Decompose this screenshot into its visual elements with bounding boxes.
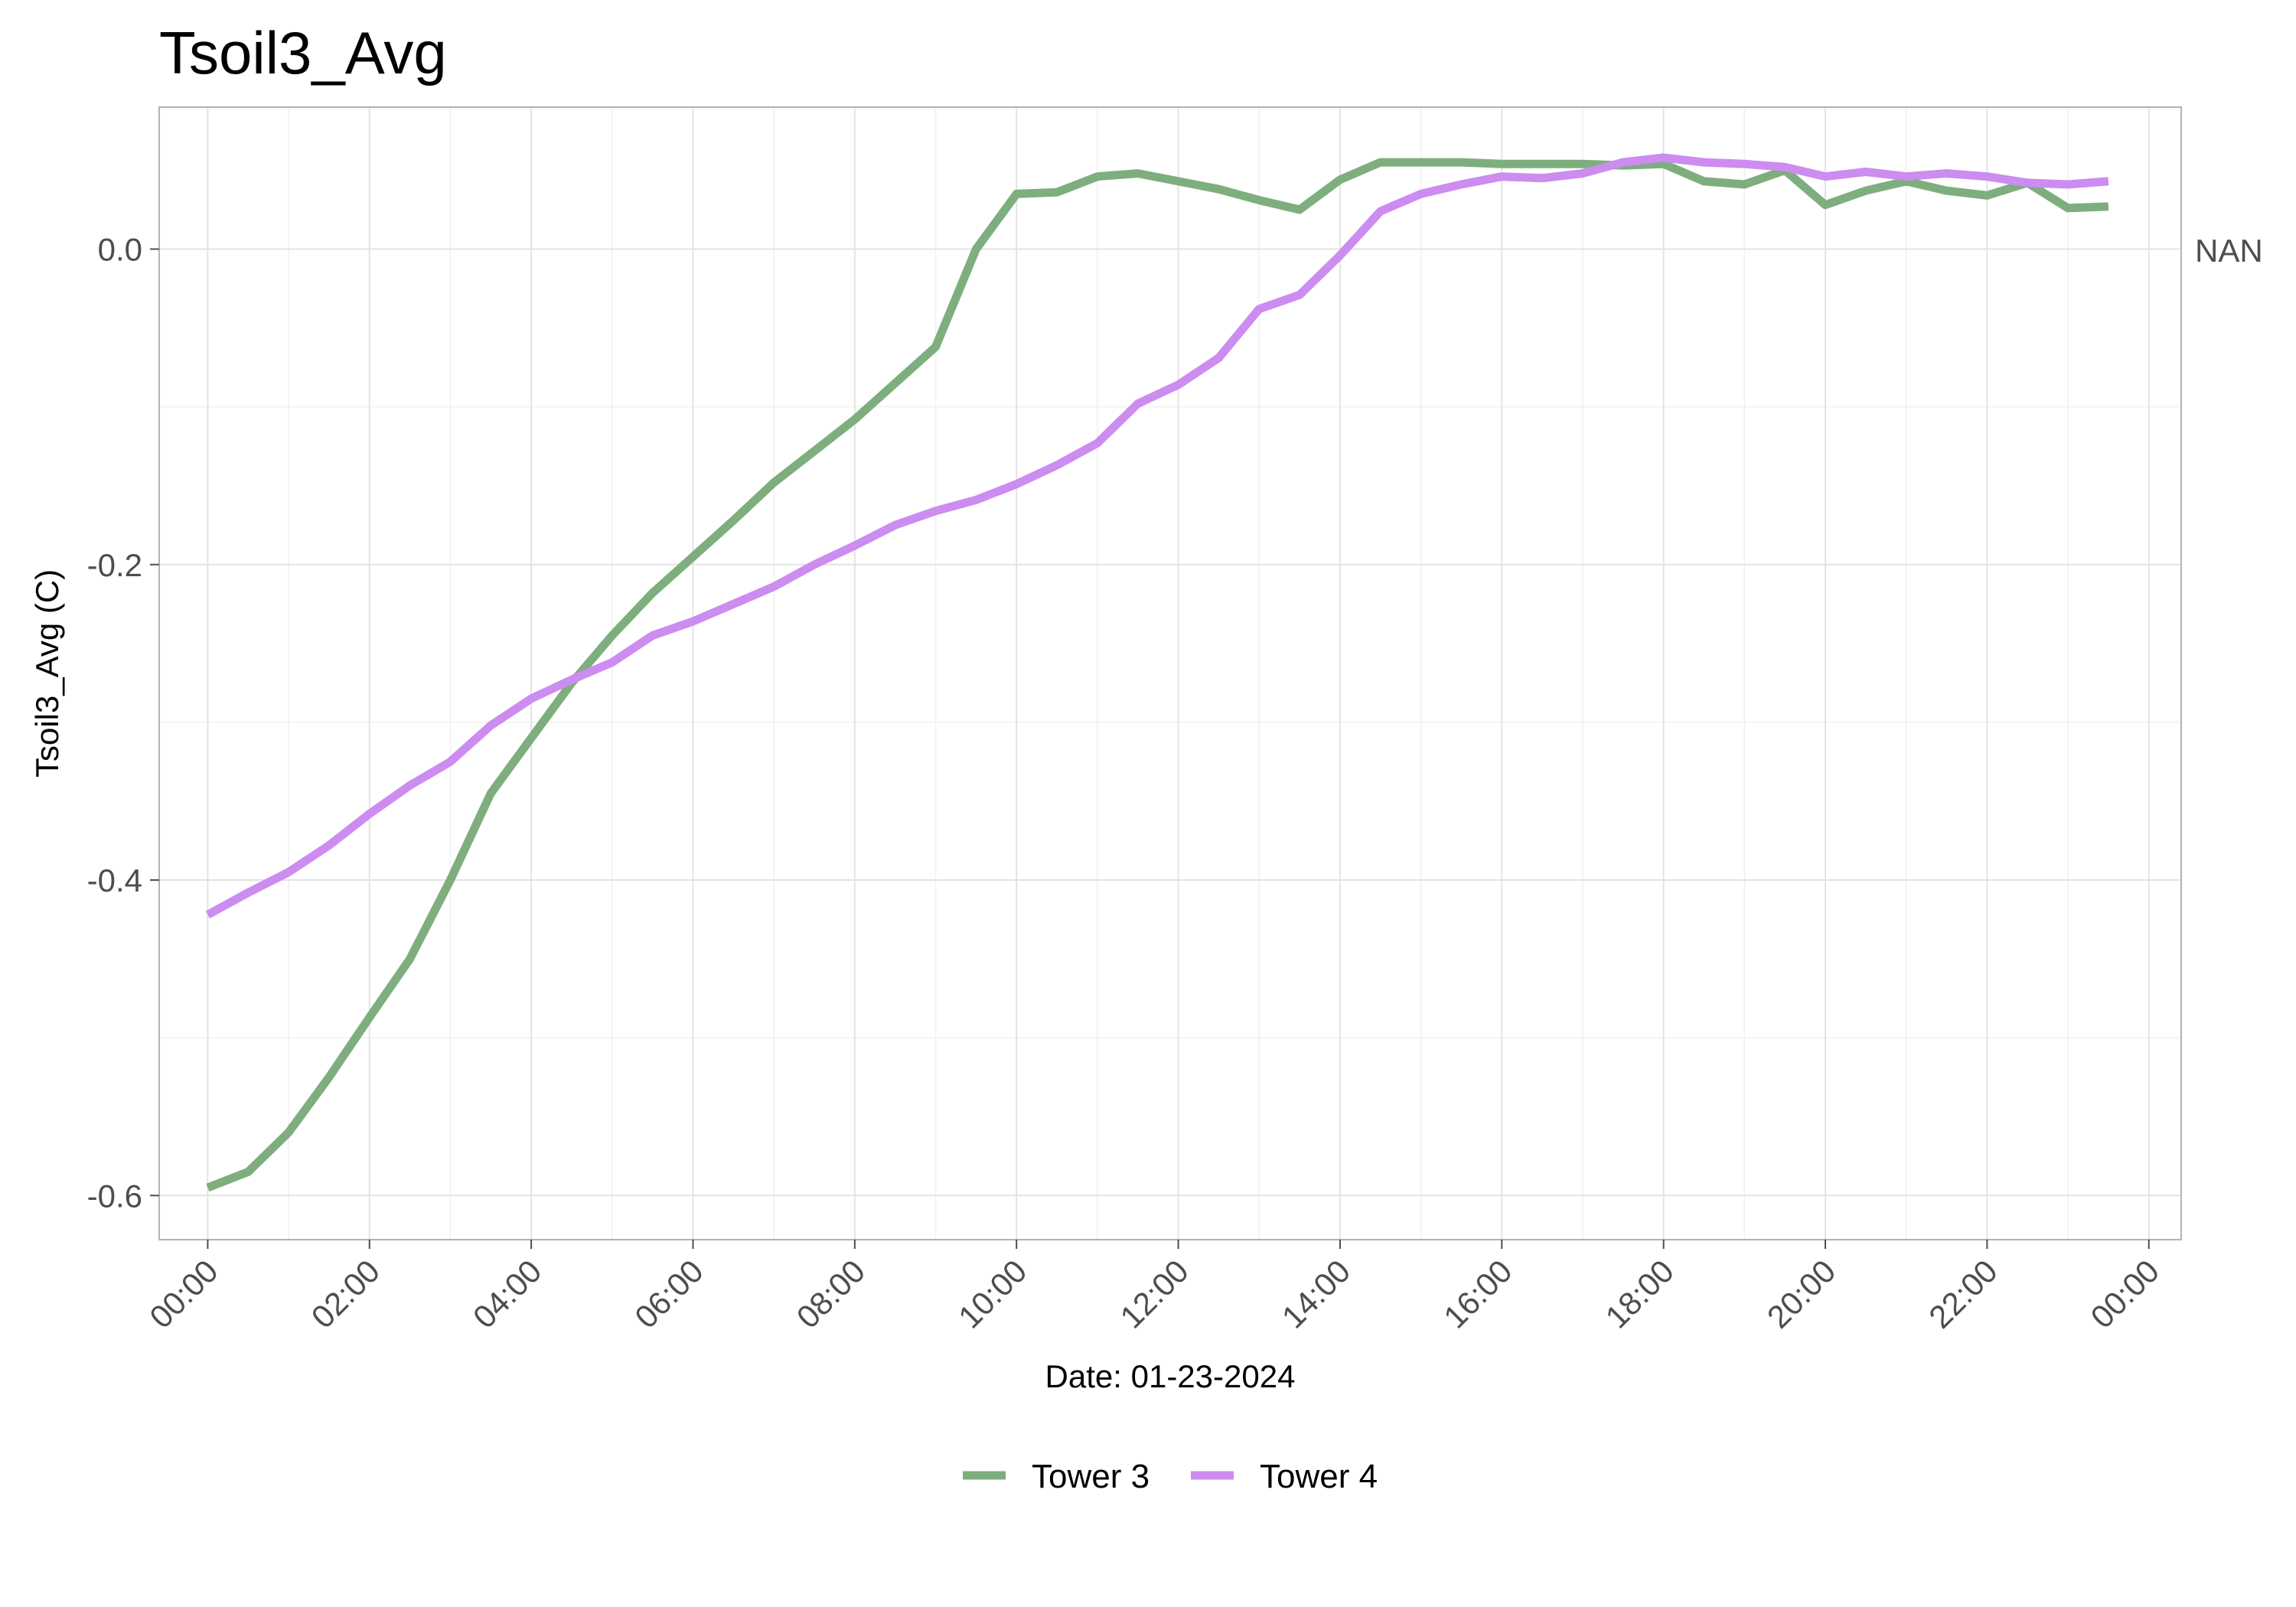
secondary-axis-label: NAN — [2195, 233, 2263, 269]
y-tick-label: -0.6 — [87, 1178, 142, 1214]
major-gridlines — [159, 107, 2181, 1240]
y-tick-label: 0.0 — [98, 232, 142, 268]
x-tick-label: 00:00 — [142, 1253, 225, 1335]
y-tick-label: -0.4 — [87, 862, 142, 898]
x-tick-label: 22:00 — [1922, 1253, 2004, 1335]
x-tick-label: 06:00 — [628, 1253, 710, 1335]
y-axis-title: Tsoil3_Avg (C) — [29, 569, 65, 777]
x-tick-label: 00:00 — [2084, 1253, 2167, 1335]
chart-title: Tsoil3_Avg — [159, 19, 447, 86]
x-tick-label: 12:00 — [1113, 1253, 1195, 1335]
x-tick-label: 04:00 — [466, 1253, 549, 1335]
x-tick-label: 08:00 — [790, 1253, 872, 1335]
y-axis: -0.6 -0.4 -0.2 0.0 — [87, 232, 159, 1214]
x-tick-label: 02:00 — [305, 1253, 387, 1335]
legend: Tower 3 Tower 4 — [963, 1458, 1378, 1495]
x-tick-label: 10:00 — [951, 1253, 1034, 1335]
y-tick-label: -0.2 — [87, 547, 142, 583]
plot-border — [158, 106, 2182, 1240]
legend-label-tower-3: Tower 3 — [1032, 1458, 1150, 1495]
minor-gridlines — [159, 107, 2181, 1240]
x-tick-label: 16:00 — [1437, 1253, 1519, 1335]
x-tick-label: 14:00 — [1275, 1253, 1358, 1335]
x-tick-label: 18:00 — [1598, 1253, 1681, 1335]
series-lines — [205, 153, 2109, 1192]
plot-background — [159, 107, 2181, 1240]
series-line-tower-3 — [206, 158, 2109, 1192]
x-axis: 00:00 02:00 04:00 06:00 08:00 10:00 12:00 14:00… — [142, 1240, 2166, 1335]
x-tick-label: 20:00 — [1760, 1253, 1843, 1335]
plot-panel — [158, 106, 2182, 1240]
legend-label-tower-4: Tower 4 — [1260, 1458, 1378, 1495]
series-line-tower-4 — [205, 153, 2109, 919]
x-axis-title: Date: 01-23-2024 — [1045, 1358, 1296, 1394]
